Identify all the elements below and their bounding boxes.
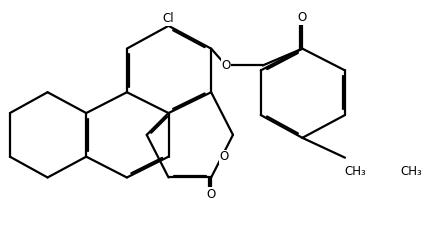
Text: O: O: [221, 59, 231, 72]
Text: O: O: [220, 150, 229, 163]
Text: O: O: [298, 11, 307, 24]
Text: Cl: Cl: [163, 12, 174, 25]
Text: O: O: [206, 188, 216, 201]
Text: CH₃: CH₃: [401, 165, 422, 178]
Text: CH₃: CH₃: [344, 165, 366, 178]
